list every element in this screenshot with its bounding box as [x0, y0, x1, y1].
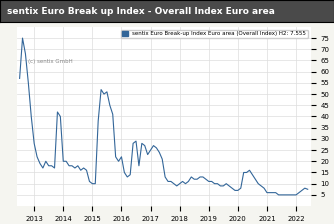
Text: (c) sentix GmbH: (c) sentix GmbH	[28, 59, 73, 64]
Text: sentix Euro Break up Index - Overall Index Euro area: sentix Euro Break up Index - Overall Ind…	[7, 7, 275, 16]
Legend: sentix Euro Break-up Index Euro area (Overall Index) H2: 7.555: sentix Euro Break-up Index Euro area (Ov…	[121, 30, 308, 38]
